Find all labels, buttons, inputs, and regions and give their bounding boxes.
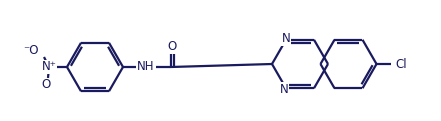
Text: O: O	[41, 79, 51, 91]
Text: N⁺: N⁺	[41, 60, 56, 73]
Text: ⁻O: ⁻O	[23, 45, 39, 57]
Text: N: N	[280, 83, 288, 96]
Text: NH: NH	[137, 60, 155, 73]
Text: N: N	[282, 32, 290, 45]
Text: O: O	[168, 41, 177, 53]
Text: Cl: Cl	[396, 57, 407, 71]
